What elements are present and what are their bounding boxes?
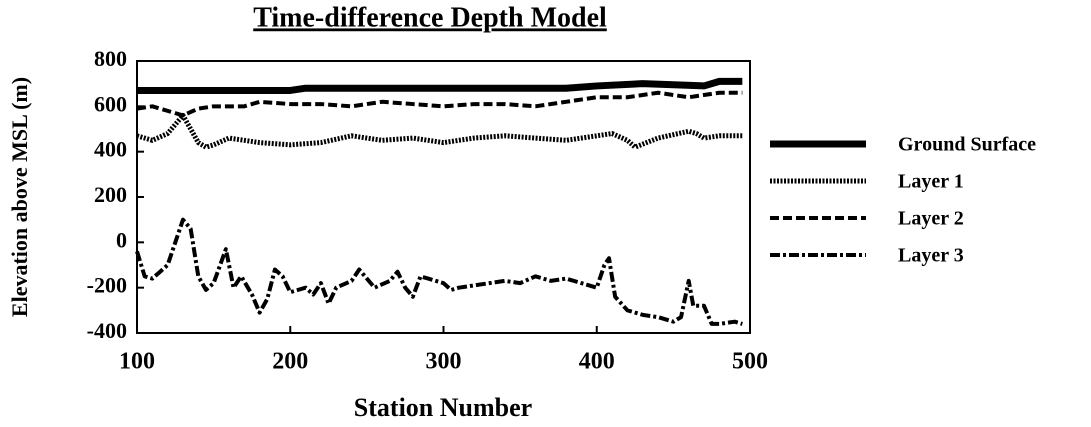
y-tick-label: 0 <box>116 227 127 252</box>
x-tick-label: 100 <box>119 349 155 375</box>
x-tick-label: 300 <box>426 349 462 375</box>
legend-label: Ground Surface <box>898 134 1036 156</box>
y-tick-label: 800 <box>94 46 127 71</box>
chart-title: Time-difference Depth Model <box>253 2 607 33</box>
x-tick-label: 400 <box>579 349 615 375</box>
legend-label: Layer 3 <box>898 245 964 267</box>
series-line <box>135 217 743 326</box>
x-axis-label: Station Number <box>354 393 532 422</box>
y-tick-label: 200 <box>94 182 127 207</box>
y-tick-label: -200 <box>87 273 127 298</box>
legend-label: Layer 2 <box>898 208 964 230</box>
y-axis-label: Elevation above MSL (m) <box>7 77 32 317</box>
series-line <box>136 90 743 118</box>
y-tick-label: 400 <box>94 137 127 162</box>
series-line <box>136 112 743 150</box>
y-tick-label: -400 <box>87 318 127 343</box>
legend-label: Layer 1 <box>898 171 964 193</box>
y-tick-label: 600 <box>94 91 127 116</box>
x-tick-label: 500 <box>732 349 768 375</box>
series-line <box>137 77 743 94</box>
plot-frame <box>136 60 751 334</box>
x-tick-label: 200 <box>272 349 308 375</box>
